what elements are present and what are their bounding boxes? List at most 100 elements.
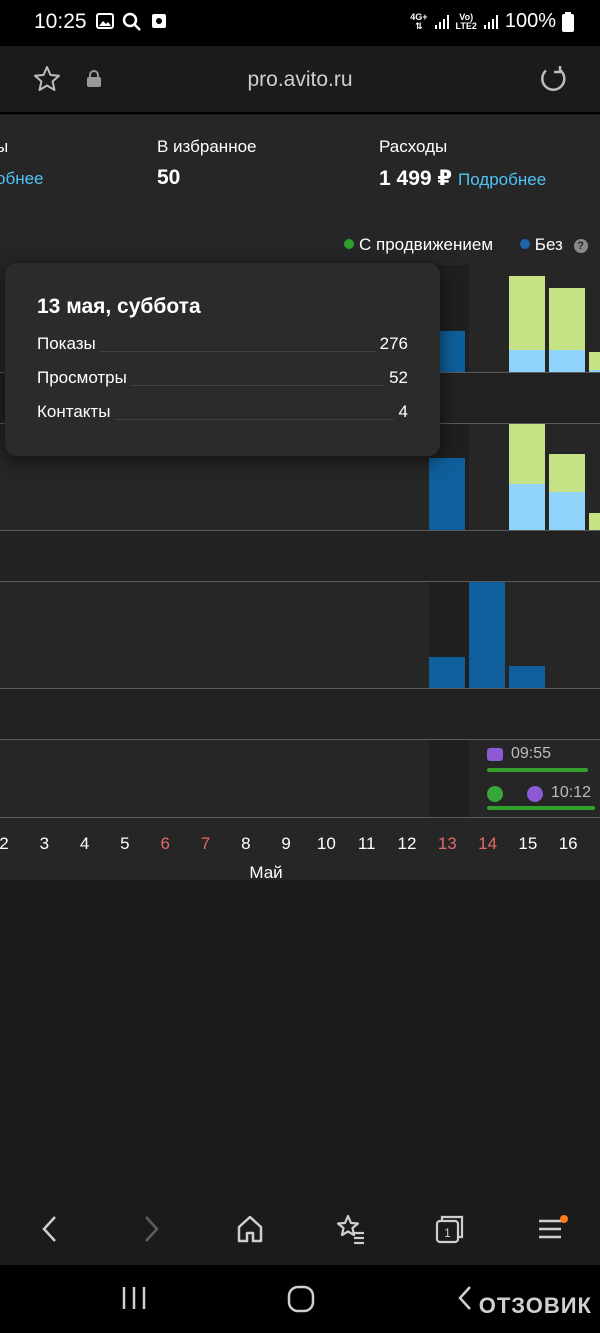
event-badge-1[interactable]: [487, 748, 503, 761]
lock-icon: [87, 70, 101, 87]
signal-2-icon: [483, 14, 498, 29]
battery-percent: 100%: [504, 10, 556, 32]
statistics-page: ы обнее В избранное 50 Расходы 1 499 ₽ По…: [0, 115, 600, 880]
legend-without-label: Без: [534, 235, 563, 254]
tooltip-row-views: Просмотры 52: [37, 368, 408, 390]
bookmark-star-icon[interactable]: [32, 64, 62, 94]
highlight-column-day-13-d: [429, 740, 469, 817]
stat-favorites-label: В избранное: [157, 137, 257, 156]
bar-chart3-without-14[interactable]: [469, 582, 505, 688]
search-icon: [122, 12, 141, 31]
x-tick-9: 9: [281, 834, 291, 853]
bar-chart2-promoted-14[interactable]: [509, 424, 545, 484]
bookmarks-icon[interactable]: [334, 1213, 366, 1245]
tooltip-views-label: Просмотры: [37, 368, 131, 388]
svg-text:1: 1: [444, 1226, 451, 1240]
x-tick-14: 14: [478, 834, 498, 853]
x-tick-15: 15: [518, 834, 538, 853]
browser-bottom-nav: 1: [0, 1193, 600, 1265]
battery-icon: [562, 11, 574, 32]
otzovik-watermark: ОТЗОВИК: [478, 1293, 592, 1318]
system-back-icon[interactable]: [452, 1283, 480, 1313]
volte-label: Vo): [459, 11, 474, 22]
tooltip-row-contacts: Контакты 4: [37, 402, 408, 424]
chart-legend: С продвижением Без ?: [344, 235, 588, 255]
legend-promoted-label: С продвижением: [359, 235, 494, 254]
x-tick-11: 11: [357, 834, 376, 853]
stat-expenses: Расходы 1 499 ₽ Подробнее: [379, 137, 546, 191]
x-tick-4: 4: [79, 834, 90, 853]
status-time: 10:25: [34, 10, 87, 33]
back-icon[interactable]: [36, 1213, 64, 1245]
event-time-2: 10:12: [551, 784, 592, 801]
bar-chart2-without-14[interactable]: [509, 484, 545, 530]
x-tick-2: 2: [0, 834, 9, 853]
x-tick-5: 5: [120, 834, 130, 853]
browser-address-bar: pro.avito.ru: [0, 46, 600, 114]
forward-icon[interactable]: [137, 1213, 165, 1245]
x-tick-7: 7: [200, 834, 211, 853]
day-tooltip: 13 мая, суббота Показы 276 Просмотры 52 …: [5, 263, 440, 456]
recent-apps-icon[interactable]: [120, 1285, 148, 1311]
home-icon[interactable]: [235, 1213, 265, 1245]
x-tick-10: 10: [316, 834, 336, 853]
x-tick-3: 3: [39, 834, 50, 853]
bar-chart2-without-15[interactable]: [549, 492, 585, 530]
signal-icon: [434, 14, 449, 29]
bar-chart1-without-14[interactable]: [509, 350, 545, 372]
stat-expenses-details-link[interactable]: Подробнее: [458, 170, 547, 189]
event-time-1: 09:55: [511, 745, 552, 762]
help-icon[interactable]: ?: [573, 239, 588, 253]
stat-favorites-value: 50: [157, 166, 181, 189]
bar-chart2-promoted-16[interactable]: [589, 513, 600, 530]
chart-band-3: [0, 689, 600, 740]
bar-chart3-without-13[interactable]: [429, 657, 465, 688]
bar-chart1-without-16[interactable]: [589, 370, 600, 372]
tooltip-impressions-value: 276: [375, 334, 408, 354]
bar-chart1-promoted-16[interactable]: [589, 352, 600, 370]
chart-band-2: [0, 531, 600, 582]
url-text[interactable]: pro.avito.ru: [247, 68, 353, 91]
x-tick-6: 6: [160, 834, 170, 853]
x-axis-month: Май: [249, 863, 283, 880]
system-nav-bar: ОТЗОВИК: [0, 1265, 600, 1333]
bar-chart1-without-15[interactable]: [549, 350, 585, 372]
system-home-icon[interactable]: [287, 1285, 315, 1313]
legend-promoted-dot: [344, 239, 354, 249]
network-type: 4G+: [410, 11, 428, 22]
bar-chart1-promoted-14[interactable]: [509, 276, 545, 350]
tooltip-views-value: 52: [385, 368, 408, 388]
event-bar-1: [487, 768, 588, 772]
bar-chart2-promoted-15[interactable]: [549, 454, 585, 492]
data-arrows-icon: ⇅: [415, 20, 423, 31]
legend-without-dot: [519, 239, 530, 249]
status-bar: 10:25 4G+ ⇅ Vo) LTE2 100%: [0, 0, 600, 46]
x-tick-8: 8: [241, 834, 251, 853]
tooltip-contacts-value: 4: [394, 402, 408, 422]
screen-record-icon: [152, 14, 166, 28]
bar-chart3-without-15[interactable]: [509, 666, 545, 688]
tooltip-title: 13 мая, суббота: [37, 295, 201, 318]
events-baseline: [0, 817, 600, 818]
chart-3-baseline: [0, 688, 600, 689]
x-tick-12: 12: [397, 834, 417, 853]
stat-views-details-link[interactable]: обнее: [0, 169, 44, 188]
lte2-label: LTE2: [455, 20, 477, 31]
x-tick-13: 13: [437, 834, 457, 853]
event-circle-purple[interactable]: [527, 786, 543, 802]
events-top: [0, 739, 600, 740]
x-tick-16: 16: [558, 834, 578, 853]
stat-views: ы обнее: [0, 137, 44, 190]
tabs-icon[interactable]: 1: [434, 1213, 466, 1245]
tooltip-impressions-label: Показы: [37, 334, 100, 354]
tooltip-row-impressions: Показы 276: [37, 334, 408, 356]
chart-3-top: [0, 581, 600, 582]
gallery-icon: [96, 13, 114, 29]
chart-2-baseline: [0, 530, 600, 531]
menu-icon[interactable]: [536, 1213, 568, 1245]
stat-expenses-value: 1 499 ₽: [379, 167, 452, 190]
bar-chart2-without-12[interactable]: [429, 458, 465, 530]
bar-chart1-promoted-15[interactable]: [549, 288, 585, 350]
event-circle-green[interactable]: [487, 786, 503, 802]
reload-icon[interactable]: [538, 64, 568, 94]
